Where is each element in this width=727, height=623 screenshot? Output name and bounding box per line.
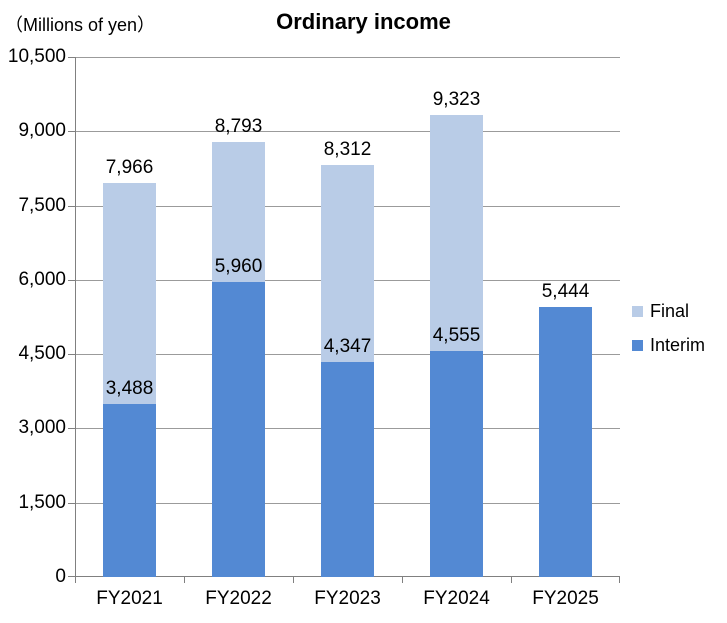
- legend-label-interim: Interim: [650, 335, 706, 355]
- x-axis-tick: [619, 577, 620, 583]
- bar-interim-fy2025: [539, 307, 592, 577]
- interim-label-fy2023: 4,347: [323, 335, 372, 357]
- bar-final-fy2024: [430, 115, 483, 352]
- x-axis-tick: [75, 577, 76, 583]
- bar-interim-fy2022: [212, 281, 265, 577]
- bar-interim-fy2023: [321, 361, 374, 577]
- x-axis-tick: [293, 577, 294, 583]
- legend: Final Interim: [632, 301, 705, 369]
- bar-final-fy2022: [212, 141, 265, 282]
- y-axis-label: 9,000: [18, 120, 66, 142]
- x-axis-label-fy2025: FY2025: [532, 588, 599, 609]
- unit-label: （Millions of yen）: [5, 15, 156, 35]
- y-axis-label: 3,000: [18, 417, 66, 439]
- y-axis-tick: [68, 279, 75, 281]
- total-label-fy2023: 8,312: [323, 139, 372, 161]
- chart-title: Ordinary income: [276, 9, 451, 34]
- y-axis-labels: 0 1,500 3,000 4,500 6,000 7,500 9,000 10,500: [0, 46, 66, 587]
- x-axis-label-fy2021: FY2021: [96, 588, 163, 609]
- legend-label-final: Final: [650, 301, 690, 321]
- y-axis-tick: [68, 354, 75, 356]
- y-axis-label: 6,000: [18, 268, 66, 290]
- bar-final-fy2021: [103, 182, 156, 405]
- bar-interim-fy2021: [103, 404, 156, 577]
- gridline: [75, 131, 620, 133]
- y-axis-tick: [68, 576, 75, 577]
- total-label-fy2022: 8,793: [214, 115, 263, 137]
- legend-swatch-final: [632, 306, 643, 317]
- bar-final-fy2023: [321, 165, 374, 362]
- y-axis-label: 10,500: [7, 46, 66, 67]
- x-axis-tick: [511, 577, 512, 583]
- x-axis-label-fy2022: FY2022: [205, 588, 272, 609]
- y-axis-label: 4,500: [18, 343, 66, 365]
- y-axis-tick: [68, 428, 75, 430]
- legend-item-interim: Interim: [632, 335, 705, 356]
- y-axis-tick: [68, 205, 75, 207]
- y-axis-tick: [68, 131, 75, 133]
- plot-area: 7,966 3,488 8,793 5,960 8,312 4,347 9,323 4,555…: [68, 57, 620, 583]
- interim-label-fy2021: 3,488: [105, 378, 154, 400]
- y-axis-line: [75, 57, 76, 577]
- x-axis-tick: [184, 577, 185, 583]
- legend-item-final: Final: [632, 301, 705, 322]
- x-axis-labels: FY2021 FY2022 FY2023 FY2024 FY2025: [75, 587, 620, 611]
- x-axis-label-fy2024: FY2024: [423, 588, 490, 609]
- total-label-fy2021: 7,966: [105, 156, 154, 178]
- interim-label-fy2024: 4,555: [432, 325, 481, 347]
- total-label-fy2024: 9,323: [432, 89, 481, 111]
- y-axis-tick: [68, 502, 75, 504]
- y-axis-label: 1,500: [18, 491, 66, 513]
- x-axis-tick: [402, 577, 403, 583]
- y-axis-label: 7,500: [18, 194, 66, 216]
- legend-swatch-interim: [632, 340, 643, 351]
- y-axis-tick: [68, 57, 75, 58]
- interim-label-fy2022: 5,960: [214, 255, 263, 277]
- bar-interim-fy2024: [430, 351, 483, 577]
- interim-label-fy2025: 5,444: [541, 281, 590, 303]
- x-axis-label-fy2023: FY2023: [314, 588, 381, 609]
- y-axis-label: 0: [55, 566, 66, 587]
- gridline: [75, 57, 620, 58]
